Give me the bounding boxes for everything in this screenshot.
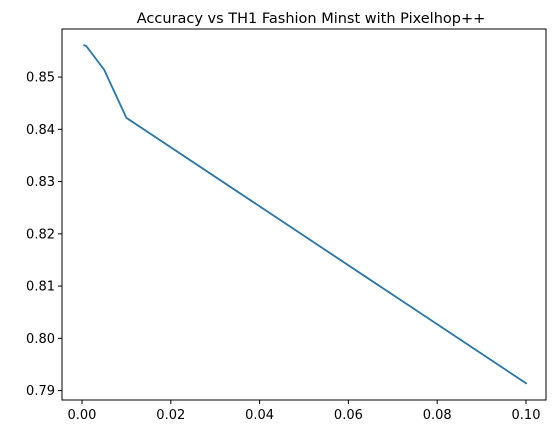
y-tick-label: 0.83 — [26, 175, 55, 190]
series-layer — [84, 45, 526, 383]
chart-title: Accuracy vs TH1 Fashion Minst with Pixel… — [137, 11, 486, 27]
x-tick-label: 0.02 — [156, 408, 185, 423]
x-tick-label: 0.06 — [334, 408, 363, 423]
x-tick-label: 0.04 — [245, 408, 274, 423]
x-tick-label: 0.00 — [68, 408, 97, 423]
y-tick-label: 0.80 — [26, 332, 55, 347]
y-tick-label: 0.84 — [26, 123, 55, 138]
y-tick-label: 0.79 — [26, 384, 55, 399]
y-tick-label: 0.85 — [26, 71, 55, 86]
y-tick-label: 0.81 — [26, 280, 55, 295]
axis-ticks: 0.00 0.02 0.04 0.06 0.08 0.10 0.79 0.80 0.81 0.82… — [26, 71, 540, 423]
x-tick-label: 0.08 — [423, 408, 452, 423]
series-line-0 — [84, 45, 526, 383]
y-tick-label: 0.82 — [26, 227, 55, 242]
plot-frame — [62, 29, 546, 400]
x-tick-label: 0.10 — [512, 408, 541, 423]
